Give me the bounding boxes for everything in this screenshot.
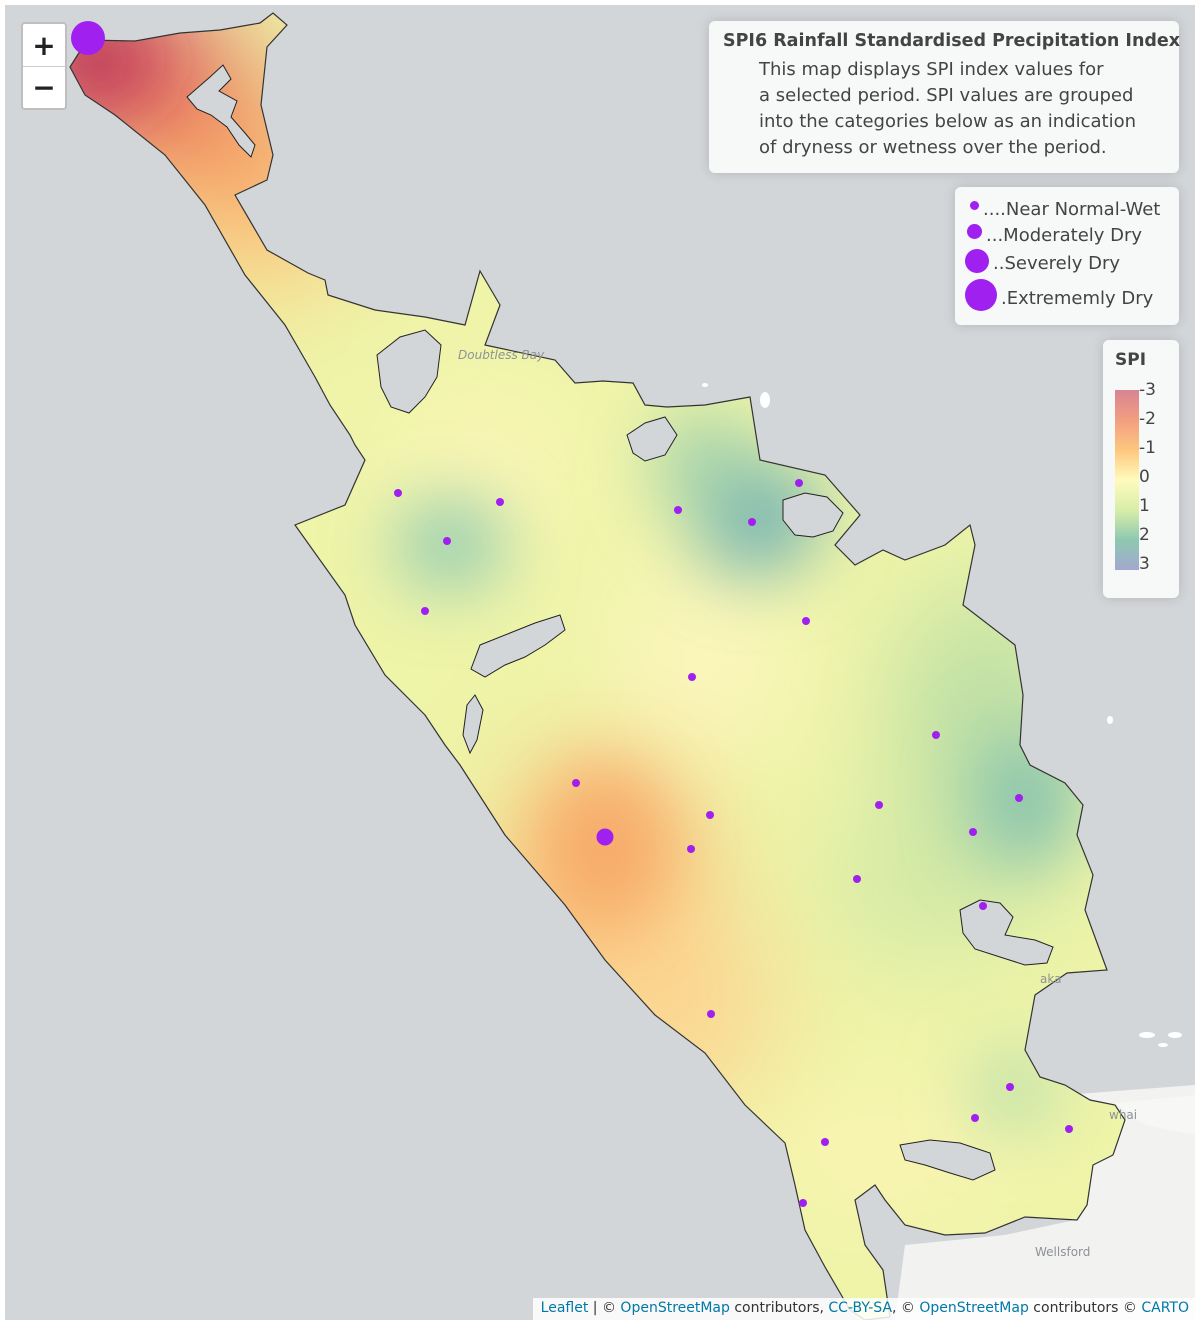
- attribution: Leaflet | © OpenStreetMap contributors, …: [532, 1298, 1195, 1320]
- legend-label: .Extrememly Dry: [1001, 287, 1154, 309]
- info-line: of dryness or wetness over the period.: [759, 137, 1107, 158]
- spi-tick: -3: [1139, 380, 1156, 400]
- category-legend: ....Near Normal-Wet ...Moderately Dry ..…: [955, 187, 1179, 325]
- station-marker[interactable]: [421, 607, 429, 615]
- station-marker[interactable]: [969, 828, 977, 836]
- place-label-doubtless-bay: Doubtless Bay: [458, 348, 545, 362]
- legend-item-extremely-dry: .Extrememly Dry: [965, 279, 1154, 311]
- station-marker[interactable]: [706, 811, 714, 819]
- station-marker[interactable]: [802, 617, 810, 625]
- legend-item-moderately-dry: ...Moderately Dry: [965, 224, 1143, 246]
- legend-dot-medium-icon: [967, 224, 982, 239]
- station-marker[interactable]: [821, 1138, 829, 1146]
- station-marker[interactable]: [443, 537, 451, 545]
- station-marker[interactable]: [971, 1114, 979, 1122]
- islands: [702, 383, 1182, 1047]
- place-label-kaiwaka: aka: [1040, 972, 1062, 986]
- station-marker[interactable]: [596, 828, 614, 846]
- zoom-in-button[interactable]: +: [23, 24, 65, 66]
- station-marker[interactable]: [795, 479, 803, 487]
- openstreetmap-link-2[interactable]: OpenStreetMap: [919, 1300, 1029, 1316]
- attribution-text: | ©: [588, 1300, 621, 1316]
- station-marker[interactable]: [799, 1199, 807, 1207]
- attribution-text: contributors,: [729, 1300, 829, 1316]
- station-marker[interactable]: [1015, 794, 1023, 802]
- legend-label: ....Near Normal-Wet: [983, 199, 1161, 220]
- spi-tick: 0: [1139, 467, 1150, 487]
- station-marker[interactable]: [688, 673, 696, 681]
- station-marker[interactable]: [748, 518, 756, 526]
- place-label-wellsford: Wellsford: [1035, 1245, 1091, 1259]
- attribution-text: , ©: [892, 1300, 920, 1316]
- station-markers[interactable]: [71, 21, 1073, 1207]
- zoom-control: + −: [21, 22, 67, 110]
- license-link[interactable]: CC-BY-SA: [828, 1300, 893, 1316]
- spi-tick: -1: [1139, 438, 1156, 458]
- station-marker[interactable]: [1065, 1125, 1073, 1133]
- openstreetmap-link[interactable]: OpenStreetMap: [620, 1300, 730, 1316]
- map-canvas[interactable]: [5, 5, 1195, 1320]
- info-line: a selected period. SPI values are groupe…: [759, 85, 1134, 106]
- legend-label: ..Severely Dry: [993, 253, 1121, 274]
- harbours: [186, 64, 1054, 1181]
- zoom-out-button[interactable]: −: [23, 66, 65, 108]
- station-marker[interactable]: [875, 801, 883, 809]
- map-container[interactable]: Doubtless Bay Wellsford aka whai + − SPI…: [5, 5, 1195, 1320]
- station-marker[interactable]: [979, 902, 987, 910]
- station-marker[interactable]: [1006, 1083, 1014, 1091]
- station-marker[interactable]: [71, 21, 105, 55]
- legend-item-severely-dry: ..Severely Dry: [965, 248, 1121, 274]
- legend-dot-xlarge-icon: [965, 279, 997, 311]
- spi-tick: 1: [1139, 496, 1150, 516]
- spi-legend-title: SPI: [1115, 350, 1147, 370]
- station-marker[interactable]: [572, 779, 580, 787]
- info-line: This map displays SPI index values for: [759, 59, 1104, 80]
- spi-tick: -2: [1139, 409, 1156, 429]
- station-marker[interactable]: [707, 1010, 715, 1018]
- station-marker[interactable]: [674, 506, 682, 514]
- spi-color-ramp: [1115, 390, 1139, 570]
- spi-legend: SPI -3 -2 -1 0 1 2 3: [1103, 340, 1179, 598]
- legend-dot-small-icon: [970, 201, 979, 210]
- legend-label: ...Moderately Dry: [986, 225, 1143, 246]
- place-label-mangawhai: whai: [1109, 1108, 1138, 1122]
- spi-tick: 2: [1139, 525, 1150, 545]
- legend-dot-large-icon: [965, 248, 989, 273]
- station-marker[interactable]: [496, 498, 504, 506]
- legend-item-near-normal-wet: ....Near Normal-Wet: [965, 199, 1160, 220]
- info-line: into the categories below as an indicati…: [759, 111, 1137, 132]
- attribution-text: contributors ©: [1028, 1300, 1142, 1316]
- carto-link[interactable]: CARTO: [1141, 1300, 1189, 1316]
- basemap-land: [895, 1085, 1195, 1320]
- station-marker[interactable]: [932, 731, 940, 739]
- leaflet-link[interactable]: Leaflet: [540, 1300, 589, 1316]
- info-panel: SPI6 Rainfall Standardised Precipitation…: [709, 21, 1181, 173]
- info-title: SPI6 Rainfall Standardised Precipitation…: [723, 31, 1181, 51]
- basemap-land-east: [1115, 1095, 1195, 1135]
- station-marker[interactable]: [853, 875, 861, 883]
- station-marker[interactable]: [394, 489, 402, 497]
- spi-tick: 3: [1139, 554, 1150, 574]
- station-marker[interactable]: [687, 845, 695, 853]
